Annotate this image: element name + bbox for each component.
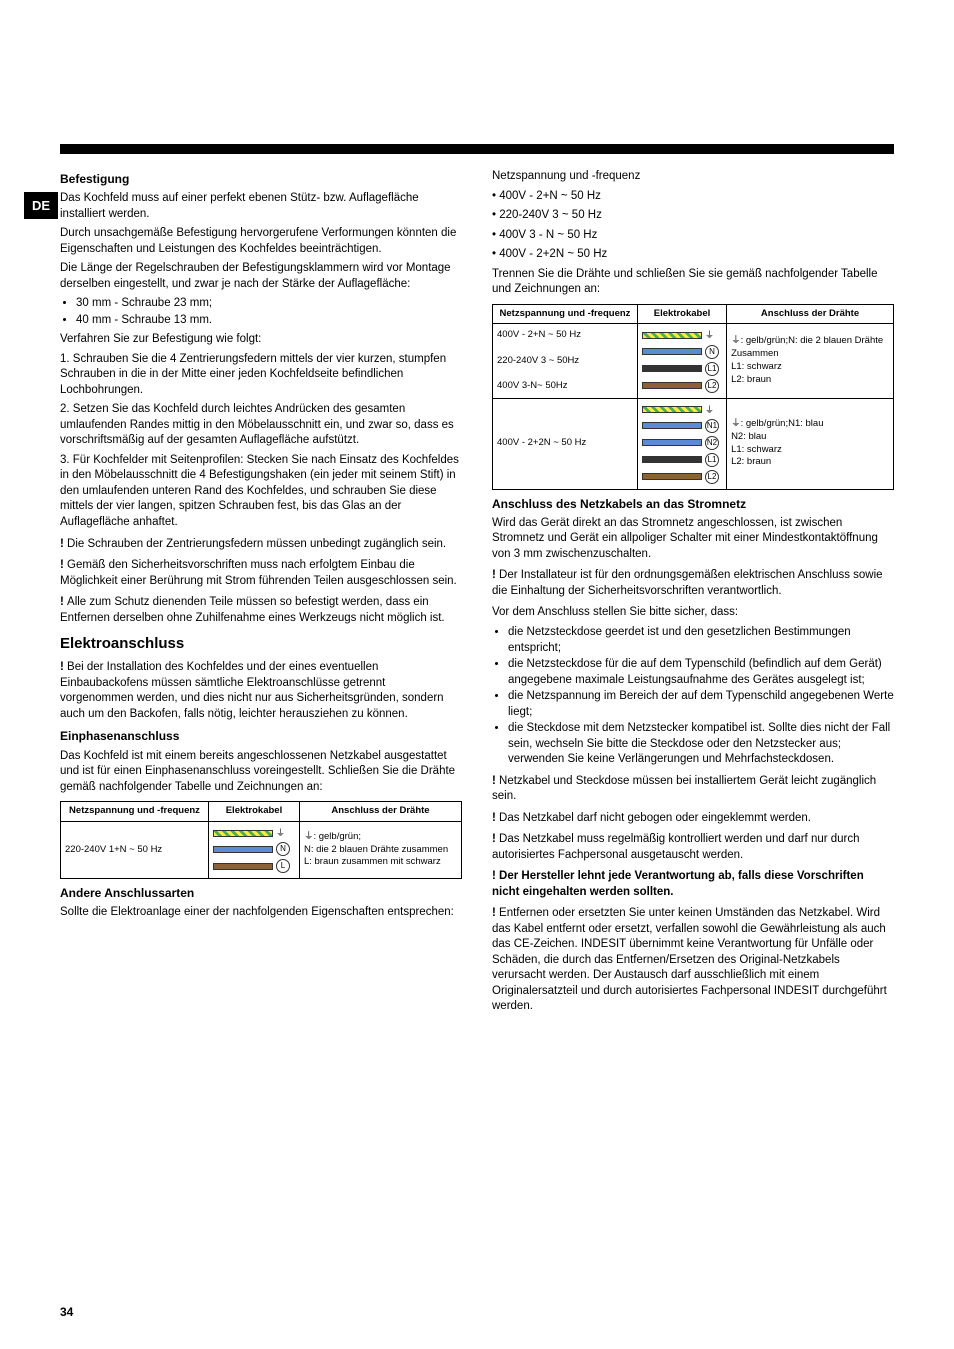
warning: Netzkabel und Steckdose müssen bei insta… (492, 774, 894, 805)
para: Die Länge der Regelschrauben der Befesti… (60, 261, 462, 292)
cable-diagram: ⏚ N L (213, 825, 295, 875)
list-line: • 400V 3 - N ~ 50 Hz (492, 228, 894, 244)
warning: Gemäß den Sicherheitsvorschriften muss n… (60, 558, 462, 589)
wire-n1: N1 (642, 419, 722, 433)
heading-befestigung: Befestigung (60, 171, 462, 187)
wire-l1: L1 (642, 453, 722, 467)
conn-line: Zusammen (731, 348, 889, 361)
wire-ground: ⏚ (642, 404, 722, 416)
warning: Alle zum Schutz dienenden Teile müssen s… (60, 595, 462, 626)
list-item: die Netzsteckdose für die auf dem Typens… (508, 657, 894, 688)
heading-einphasen: Einphasenanschluss (60, 728, 462, 744)
conn-line: ⏚: gelb/grün;N: die 2 blauen Drähte (731, 335, 889, 348)
list-item: die Netzspannung im Bereich der auf dem … (508, 689, 894, 720)
volt-line: 220-240V 3 ~ 50Hz (497, 355, 633, 368)
list-line: • 220-240V 3 ~ 50 Hz (492, 208, 894, 224)
para: Wird das Gerät direkt an das Stromnetz a… (492, 516, 894, 563)
list-item: 30 mm - Schraube 23 mm; (76, 296, 462, 312)
th: Netzspannung und -frequenz (61, 802, 209, 822)
wire-n: N (213, 842, 295, 856)
conn-line: ⏚: gelb/grün; (304, 831, 457, 844)
list-item: die Steckdose mit dem Netzstecker kompat… (508, 721, 894, 768)
warning: Das Netzkabel darf nicht gebogen oder ei… (492, 811, 894, 827)
th: Elektrokabel (637, 304, 726, 324)
table-single-phase: Netzspannung und -frequenz Elektrokabel … (60, 801, 462, 879)
table-row: 220-240V 1+N ~ 50 Hz ⏚ N L ⏚: gelb/grün;… (61, 821, 462, 878)
warning: Die Schrauben der Zentrierungsfedern müs… (60, 537, 462, 553)
table-row: Netzspannung und -frequenz Elektrokabel … (493, 304, 894, 324)
td-cable: ⏚ N1 N2 L1 L2 (637, 398, 726, 489)
heading-andere: Andere Anschlussarten (60, 885, 462, 901)
para: 1. Schrauben Sie die 4 Zentrierungsfeder… (60, 352, 462, 399)
list-item: die Netzsteckdose geerdet ist und den ge… (508, 625, 894, 656)
th: Netzspannung und -frequenz (493, 304, 638, 324)
heading-elektroanschluss: Elektroanschluss (60, 634, 462, 654)
warning-bold: Der Hersteller lehnt jede Verantwortung … (492, 869, 894, 900)
para: 2. Setzen Sie das Kochfeld durch leichte… (60, 402, 462, 449)
td-cable: ⏚ N L (208, 821, 299, 878)
para: 3. Für Kochfelder mit Seitenprofilen: St… (60, 453, 462, 531)
para: Netzspannung und -frequenz (492, 169, 894, 185)
conn-line: L1: schwarz (731, 444, 889, 457)
para: Das Kochfeld ist mit einem bereits anges… (60, 749, 462, 796)
td-voltage: 400V - 2+N ~ 50 Hz 220-240V 3 ~ 50Hz 400… (493, 324, 638, 398)
para: Das Kochfeld muss auf einer perfekt eben… (60, 191, 462, 222)
list-item: 40 mm - Schraube 13 mm. (76, 313, 462, 329)
td-voltage: 220-240V 1+N ~ 50 Hz (61, 821, 209, 878)
th: Anschluss der Drähte (299, 802, 461, 822)
wire-l2: L2 (642, 470, 722, 484)
screw-list: 30 mm - Schraube 23 mm; 40 mm - Schraube… (76, 296, 462, 328)
check-list: die Netzsteckdose geerdet ist und den ge… (508, 625, 894, 768)
wire-l2: L2 (642, 379, 722, 393)
conn-line: N2: blau (731, 431, 889, 444)
th: Elektrokabel (208, 802, 299, 822)
warning: Bei der Installation des Kochfeldes und … (60, 660, 462, 722)
warning: Das Netzkabel muss regelmäßig kontrollie… (492, 832, 894, 863)
td-connection: ⏚: gelb/grün;N1: blau N2: blau L1: schwa… (727, 398, 894, 489)
cable-diagram: ⏚ N L1 L2 (642, 327, 722, 394)
para: Sollte die Elektroanlage einer der nachf… (60, 905, 462, 921)
td-connection: ⏚: gelb/grün; N: die 2 blauen Drähte zus… (299, 821, 461, 878)
right-column: Netzspannung und -frequenz • 400V - 2+N … (492, 165, 894, 1021)
warning: Entfernen oder ersetzten Sie unter keine… (492, 906, 894, 1015)
conn-line: L2: braun (731, 456, 889, 469)
wire-l: L (213, 859, 295, 873)
table-row: Netzspannung und -frequenz Elektrokabel … (61, 802, 462, 822)
wire-n2: N2 (642, 436, 722, 450)
td-connection: ⏚: gelb/grün;N: die 2 blauen Drähte Zusa… (727, 324, 894, 398)
heading-anschluss-stromnetz: Anschluss des Netzkabels an das Stromnet… (492, 496, 894, 512)
table-row: 400V - 2+2N ~ 50 Hz ⏚ N1 N2 L1 L2 ⏚: gel… (493, 398, 894, 489)
wire-ground: ⏚ (213, 827, 295, 839)
para: Verfahren Sie zur Befestigung wie folgt: (60, 332, 462, 348)
top-rule (60, 144, 894, 154)
list-line: • 400V - 2+N ~ 50 Hz (492, 189, 894, 205)
table-row: 400V - 2+N ~ 50 Hz 220-240V 3 ~ 50Hz 400… (493, 324, 894, 398)
para: Vor dem Anschluss stellen Sie bitte sich… (492, 605, 894, 621)
wire-n: N (642, 345, 722, 359)
conn-line: L1: schwarz (731, 361, 889, 374)
volt-line: 400V 3-N~ 50Hz (497, 380, 633, 393)
list-line: • 400V - 2+2N ~ 50 Hz (492, 247, 894, 263)
table-multi-phase: Netzspannung und -frequenz Elektrokabel … (492, 304, 894, 490)
volt-line: 400V - 2+N ~ 50 Hz (497, 329, 633, 342)
country-badge: DE (24, 192, 58, 219)
warning: Der Installateur ist für den ordnungsgem… (492, 568, 894, 599)
conn-line: N: die 2 blauen Drähte zusammen (304, 844, 457, 857)
left-column: Befestigung Das Kochfeld muss auf einer … (60, 165, 462, 1021)
para: Trennen Sie die Drähte und schließen Sie… (492, 267, 894, 298)
wire-ground: ⏚ (642, 329, 722, 341)
cable-diagram: ⏚ N1 N2 L1 L2 (642, 402, 722, 486)
th: Anschluss der Drähte (727, 304, 894, 324)
page-number: 34 (60, 1305, 73, 1319)
conn-line: L2: braun (731, 374, 889, 387)
td-cable: ⏚ N L1 L2 (637, 324, 726, 398)
content-columns: Befestigung Das Kochfeld muss auf einer … (60, 165, 894, 1021)
para: Durch unsachgemäße Befestigung hervorger… (60, 226, 462, 257)
wire-l1: L1 (642, 362, 722, 376)
conn-line: L: braun zusammen mit schwarz (304, 856, 457, 869)
td-voltage: 400V - 2+2N ~ 50 Hz (493, 398, 638, 489)
conn-line: ⏚: gelb/grün;N1: blau (731, 418, 889, 431)
